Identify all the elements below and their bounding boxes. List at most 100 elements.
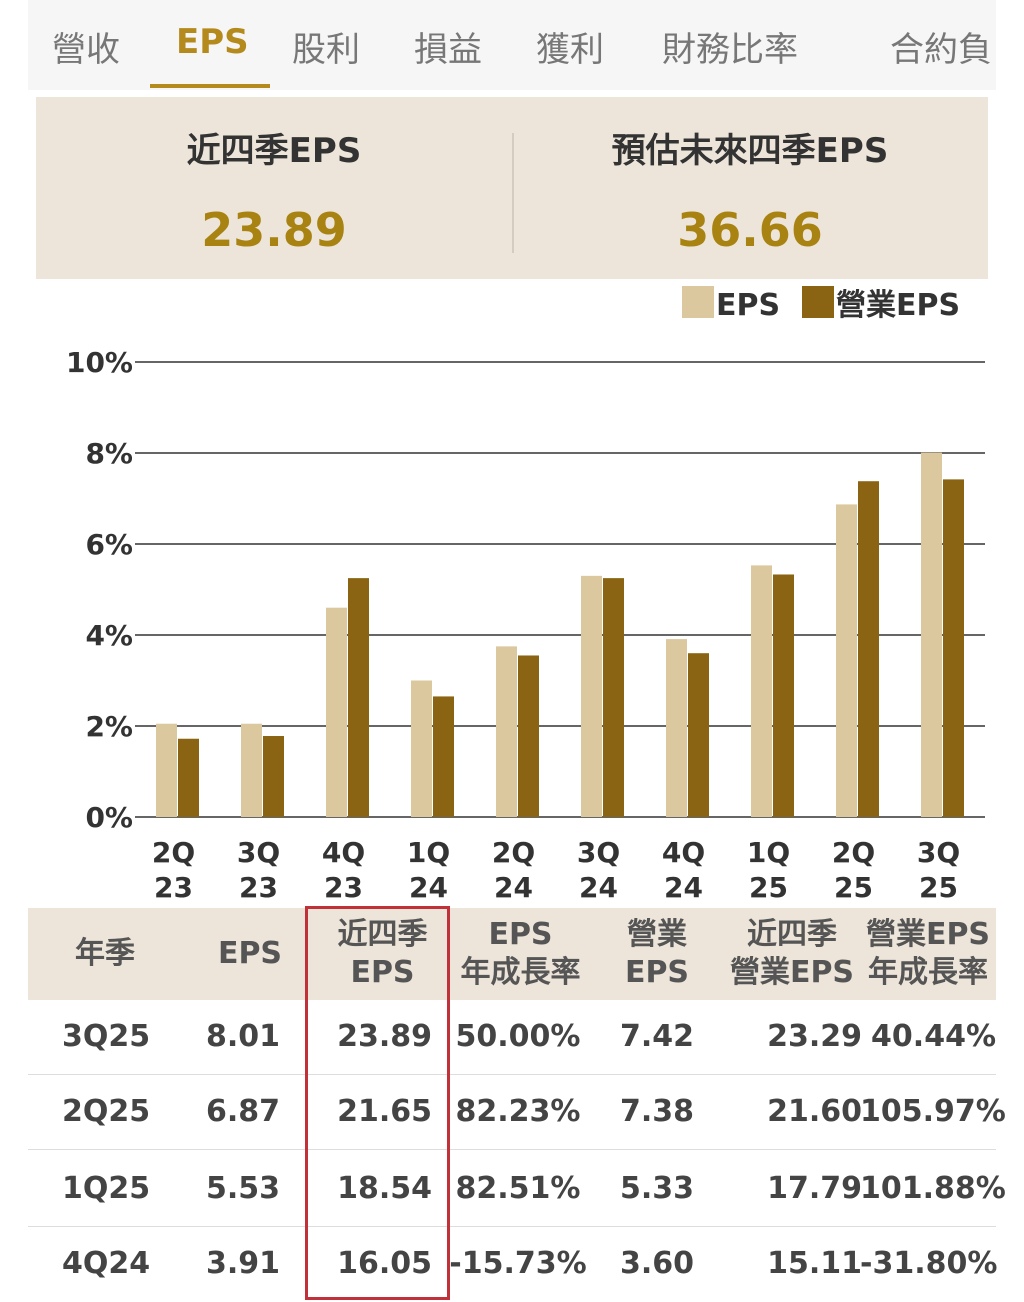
summary-value: 36.66 (677, 203, 823, 257)
y-tick-label: 4% (85, 619, 133, 652)
divider (512, 133, 514, 253)
column-header: EPS (624, 955, 690, 990)
tab[interactable]: 財務比率 (662, 30, 798, 70)
y-tick-label: 8% (85, 437, 133, 470)
x-tick-label: 3Q (577, 836, 620, 869)
column-header: 年成長率 (460, 955, 581, 990)
tab-underline (150, 84, 270, 88)
bar (858, 481, 879, 817)
y-tick-label: 10% (66, 346, 133, 379)
column-header: 近四季 (747, 917, 837, 952)
legend-swatch (682, 286, 714, 318)
tab[interactable]: 股利 (292, 30, 360, 70)
table-cell: 82.51% (455, 1171, 581, 1206)
table-cell: 23.89 (337, 1019, 432, 1054)
x-tick-label: 3Q (237, 836, 280, 869)
tab[interactable]: 合約負 (890, 30, 992, 70)
bar (156, 723, 177, 817)
tab[interactable]: EPS (176, 22, 249, 62)
x-tick-label: 25 (919, 871, 958, 904)
table-cell: 7.38 (619, 1094, 695, 1129)
x-tick-label: 1Q (747, 836, 790, 869)
table-cell: 3.91 (205, 1246, 280, 1281)
summary-value: 23.89 (201, 203, 347, 257)
table-cell: 15.11 (767, 1246, 862, 1281)
column-header: 營業EPS (729, 955, 855, 990)
table-cell: -31.80% (860, 1246, 998, 1281)
table-cell: 2Q25 (62, 1094, 151, 1129)
bar (241, 723, 262, 817)
x-tick-label: 3Q (917, 836, 960, 869)
bar (411, 680, 432, 817)
y-tick-label: 0% (85, 801, 133, 834)
x-tick-label: 25 (834, 871, 873, 904)
column-header: 年成長率 (868, 955, 988, 990)
column-header: EPS (350, 955, 415, 990)
x-tick-label: 4Q (662, 836, 705, 869)
bar (773, 574, 794, 817)
table-cell: 6.87 (205, 1094, 280, 1129)
summary-label: 近四季EPS (186, 131, 362, 171)
x-tick-label: 24 (409, 871, 448, 904)
bar (326, 607, 347, 817)
bar (496, 646, 517, 817)
table-cell: 21.65 (337, 1094, 432, 1129)
bar (666, 639, 687, 817)
table-cell: 82.23% (455, 1094, 581, 1129)
table-cell: 4Q24 (62, 1246, 151, 1281)
chart: 0%2%4%6%8%10%EPS 營業EPS2Q233Q234Q231Q242Q2… (66, 286, 985, 904)
table-cell: 23.29 (767, 1019, 862, 1054)
bar (943, 479, 964, 817)
tab[interactable]: 獲利 (536, 30, 604, 70)
table-cell: 40.44% (871, 1019, 996, 1054)
legend-label: 營業EPS (836, 288, 960, 323)
x-tick-label: 2Q (492, 836, 535, 869)
bar (348, 578, 369, 817)
x-tick-label: 4Q (322, 836, 365, 869)
bar (581, 575, 602, 817)
table-header (28, 908, 996, 1000)
table-cell: 5.53 (205, 1171, 280, 1206)
bar (603, 578, 624, 817)
x-tick-label: 24 (664, 871, 703, 904)
y-tick-label: 6% (85, 528, 133, 561)
summary-label: 預估未來四季EPS (611, 131, 889, 171)
y-tick-label: 2% (85, 710, 133, 743)
table-cell: 17.79 (767, 1171, 862, 1206)
row-separator (28, 1074, 996, 1075)
tab-bar: 營收 EPS 股利 損益 獲利 財務比率 合約負 (28, 0, 996, 90)
table-cell: 18.54 (337, 1171, 432, 1206)
bar (688, 653, 709, 817)
table-cell: 50.00% (455, 1019, 581, 1054)
x-tick-label: 1Q (407, 836, 450, 869)
x-tick-label: 23 (154, 871, 193, 904)
x-tick-label: 24 (494, 871, 533, 904)
row-separator (28, 1226, 996, 1227)
column-header: 營業EPS (865, 917, 991, 952)
table-cell: 8.01 (205, 1019, 280, 1054)
table-cell: 3.60 (619, 1246, 695, 1281)
column-header: 年季 (75, 936, 135, 971)
x-tick-label: 23 (324, 871, 363, 904)
x-tick-label: 25 (749, 871, 788, 904)
tab[interactable]: 營收 (52, 30, 120, 70)
column-header: EPS (217, 936, 283, 971)
x-tick-label: 24 (579, 871, 618, 904)
legend-swatch (802, 286, 834, 318)
bar (178, 738, 199, 817)
tab[interactable]: 損益 (414, 30, 482, 70)
table-cell: 105.97% (860, 1094, 1006, 1129)
table-cell: 7.42 (619, 1019, 695, 1054)
highlight-box (305, 906, 450, 1300)
table-cell: 21.60 (767, 1094, 862, 1129)
table-cell: -15.73% (449, 1246, 587, 1281)
bar (518, 655, 539, 817)
row-separator (28, 1149, 996, 1150)
summary-panel: 近四季EPS 23.89 預估未來四季EPS 36.66 (36, 97, 988, 279)
table-cell: 1Q25 (62, 1171, 151, 1206)
bar (263, 736, 284, 817)
legend-label: EPS (716, 288, 780, 323)
x-tick-label: 23 (239, 871, 278, 904)
column-header: 營業 (627, 917, 687, 952)
